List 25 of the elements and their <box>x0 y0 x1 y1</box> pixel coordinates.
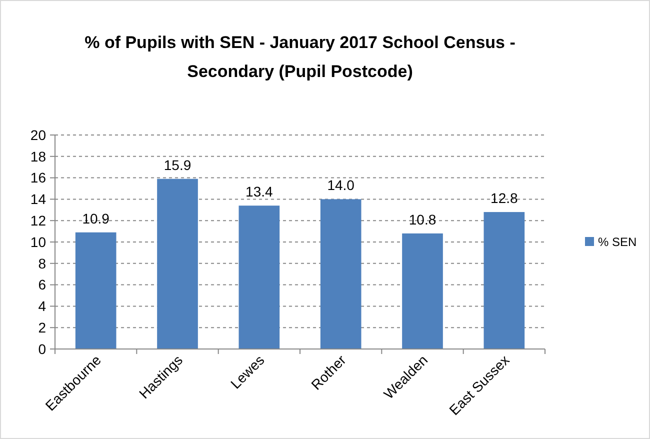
y-tick-label: 12 <box>30 212 46 228</box>
y-tick-label: 8 <box>38 255 46 272</box>
bar <box>238 206 280 349</box>
data-label: 14.0 <box>327 177 355 194</box>
bar <box>402 233 443 349</box>
y-tick-label: 2 <box>38 320 46 336</box>
y-tick-label: 6 <box>38 276 46 293</box>
data-label: 10.9 <box>82 210 110 226</box>
bar <box>75 232 116 349</box>
legend-label: % SEN <box>598 235 637 250</box>
data-label: 15.9 <box>164 156 192 173</box>
chart-title: % of Pupils with SEN - January 2017 School Census - Secondary (Pupil Postcode) <box>84 33 516 81</box>
data-label: 13.4 <box>246 184 274 200</box>
y-tick-label: 10 <box>30 234 46 250</box>
y-tick-label: 4 <box>38 298 46 314</box>
bar <box>157 178 198 349</box>
y-tick-label: 18 <box>30 148 46 164</box>
y-tick-label: 16 <box>30 170 46 186</box>
y-tick-label: 14 <box>30 191 46 208</box>
data-label: 12.8 <box>490 190 518 206</box>
y-tick-label: 20 <box>30 126 46 143</box>
y-tick-label: 0 <box>38 340 46 357</box>
bar <box>320 199 362 349</box>
bar <box>484 212 525 349</box>
data-label: 10.8 <box>408 211 436 228</box>
